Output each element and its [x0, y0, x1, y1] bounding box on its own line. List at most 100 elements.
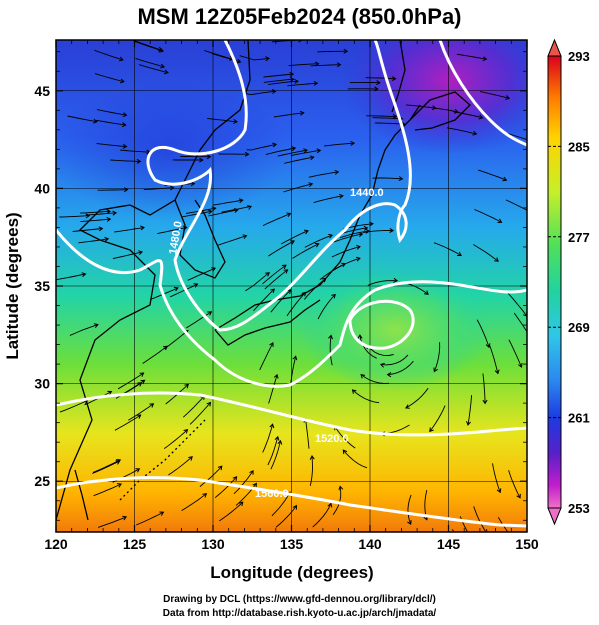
streamline	[467, 395, 473, 425]
streamline	[262, 424, 274, 453]
streamline-arrowhead	[122, 515, 128, 521]
streamline-arrowhead	[252, 482, 257, 488]
streamline-arrowhead	[93, 118, 98, 124]
streamline-arrowhead	[202, 493, 208, 498]
streamline	[271, 491, 291, 517]
streamline-arrowhead	[269, 342, 274, 347]
streamline	[93, 483, 122, 497]
streamline-arrowhead	[122, 112, 128, 118]
streamline-arrowhead	[494, 257, 499, 262]
streamline-arrowhead	[138, 250, 144, 256]
streamline-arrowhead	[308, 182, 314, 188]
streamline	[508, 470, 521, 499]
streamline-arrowhead	[193, 283, 199, 288]
streamline-arrowhead	[398, 176, 404, 182]
streamline-arrowhead	[313, 80, 319, 86]
streamline-arrowhead	[497, 218, 503, 223]
streamline	[72, 228, 103, 232]
streamline-arrowhead	[115, 460, 121, 465]
streamline	[208, 209, 238, 217]
streamline	[513, 312, 527, 333]
streamline-arrowhead	[301, 291, 307, 297]
streamline-arrowhead	[163, 69, 169, 75]
streamline-arrowhead	[163, 345, 168, 351]
streamline	[117, 372, 144, 390]
streamline	[262, 264, 287, 285]
streamline	[265, 147, 296, 155]
coast-japan	[214, 104, 421, 331]
colorbar-tick-label: 293	[568, 49, 590, 64]
streamline-arrowhead	[112, 210, 118, 216]
streamline	[219, 501, 244, 522]
streamline-arrowhead	[478, 114, 484, 120]
streamline-arrowhead	[316, 148, 322, 154]
streamline-arrowhead	[106, 216, 112, 222]
x-tick-label: 150	[515, 536, 539, 552]
streamline	[263, 78, 294, 83]
streamline	[479, 91, 510, 99]
streamline-arrowhead	[298, 40, 303, 43]
streamline	[217, 235, 247, 246]
streamline	[59, 399, 88, 413]
streamline-arrowhead	[327, 502, 333, 508]
streamline-arrowhead	[363, 225, 369, 231]
streamline-arrowhead	[160, 63, 166, 69]
contour-ne	[438, 40, 527, 147]
streamline	[387, 360, 414, 376]
streamline	[308, 171, 339, 178]
streamline-arrowhead	[104, 236, 110, 242]
streamline-arrowhead	[355, 256, 361, 262]
streamline-arrowhead	[135, 468, 141, 473]
streamline-arrowhead	[140, 225, 145, 231]
streamline	[363, 230, 394, 234]
streamline	[505, 132, 527, 141]
streamline-arrowhead	[350, 140, 356, 146]
streamline-arrowhead	[183, 429, 189, 434]
streamline-arrowhead	[424, 290, 429, 295]
streamline	[134, 41, 164, 52]
streamline	[114, 226, 145, 233]
streamline-arrowhead	[386, 372, 392, 378]
streamline	[213, 199, 243, 206]
streamline	[433, 342, 441, 372]
streamline	[474, 209, 502, 223]
streamline-arrowhead	[494, 369, 500, 375]
streamline	[367, 344, 394, 356]
streamline-arrowhead	[502, 176, 508, 182]
y-axis-label: Latitude (degrees)	[3, 212, 22, 359]
streamline	[138, 64, 169, 74]
streamline	[453, 111, 483, 119]
streamline	[189, 402, 211, 425]
streamline	[505, 199, 527, 211]
streamline	[170, 283, 198, 298]
contour-labels: 1440.0 1480.0 1520.0 1560.0	[167, 187, 384, 500]
streamline	[507, 292, 527, 317]
streamline-arrowhead	[496, 488, 502, 494]
contour-1560	[56, 476, 527, 528]
streamline-arrowhead	[159, 47, 165, 53]
coast-japan-south	[214, 299, 321, 346]
streamline-arrowhead	[106, 209, 111, 215]
streamline	[482, 373, 486, 404]
streamline-arrowhead	[232, 476, 238, 481]
streamline	[290, 149, 321, 157]
streamline-arrowhead	[304, 229, 309, 235]
streamline	[446, 127, 477, 135]
streamline-arrowhead	[273, 373, 279, 379]
streamline-arrowhead	[136, 414, 142, 419]
streamline	[86, 212, 117, 216]
streamline	[433, 242, 462, 256]
streamline-arrowhead	[81, 272, 87, 278]
streamline	[332, 257, 361, 272]
colorbar-top-arrow	[547, 38, 562, 57]
x-tick-label: 145	[437, 536, 461, 552]
streamline-arrowhead	[482, 56, 488, 62]
streamline	[79, 210, 111, 214]
streamline-arrowhead	[242, 234, 248, 240]
x-tick-label: 135	[280, 536, 304, 552]
coast-korea	[174, 199, 226, 279]
streamline	[268, 240, 295, 257]
streamline-arrowhead	[343, 48, 349, 54]
streamline	[181, 493, 207, 511]
streamline-arrowhead	[283, 269, 289, 274]
